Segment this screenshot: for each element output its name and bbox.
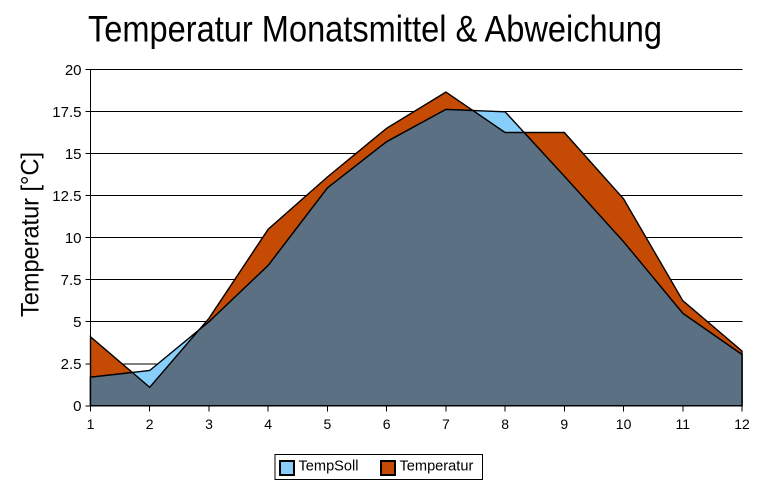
svg-text:12.5: 12.5 [52,188,81,205]
svg-text:12: 12 [734,416,750,432]
svg-text:8: 8 [501,416,509,432]
svg-text:TempSoll: TempSoll [299,459,359,475]
svg-text:9: 9 [560,416,568,432]
svg-text:Temperatur: Temperatur [400,459,474,475]
svg-text:2.5: 2.5 [61,356,82,373]
svg-text:Temperatur [°C]: Temperatur [°C] [17,152,45,317]
svg-text:7: 7 [442,416,450,432]
svg-text:5: 5 [324,416,332,432]
svg-text:11: 11 [676,416,691,432]
svg-text:3: 3 [205,416,213,432]
svg-text:6: 6 [383,416,391,432]
svg-text:1: 1 [87,416,95,432]
svg-text:Temperatur Monatsmittel & Abwe: Temperatur Monatsmittel & Abweichung [88,7,662,49]
svg-text:15: 15 [65,146,82,163]
svg-text:7.5: 7.5 [61,272,82,289]
svg-text:10: 10 [616,416,632,432]
svg-text:0: 0 [73,398,81,415]
svg-text:2: 2 [146,416,154,432]
svg-text:5: 5 [73,314,81,331]
svg-text:20: 20 [65,62,82,79]
svg-text:4: 4 [264,416,272,432]
svg-text:17.5: 17.5 [52,104,81,121]
svg-text:10: 10 [65,230,82,247]
